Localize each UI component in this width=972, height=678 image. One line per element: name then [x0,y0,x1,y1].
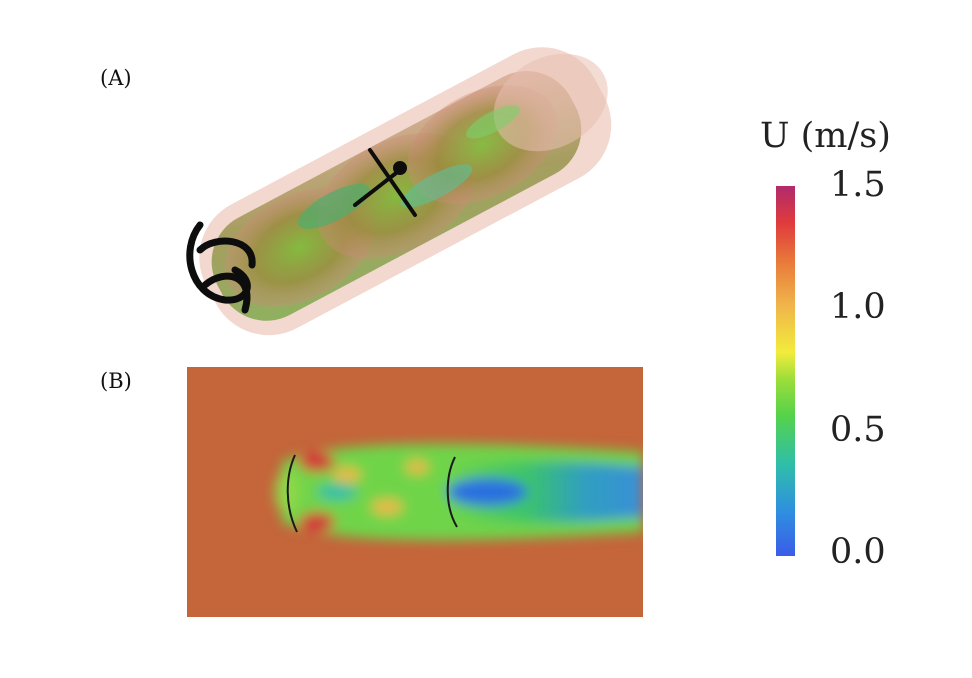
colorbar-title: U (m/s) [760,116,891,156]
wake-envelope [199,47,612,336]
colorbar [776,186,795,556]
colorbar-tick: 1.5 [830,165,886,205]
panel-a-label: (A) [100,66,132,90]
downstream-turbine [353,148,417,217]
colorbar-tick: 1.0 [830,287,886,327]
wake-region [275,443,643,541]
velocity-field-slice [187,367,643,617]
panel-b-label: (B) [100,369,132,393]
upstream-turbine [186,221,256,314]
turbine-rotor-1 [286,454,298,533]
turbine-rotor-2 [446,456,458,528]
colorbar-tick: 0.5 [830,410,886,450]
colorbar-tick: 0.0 [830,532,886,572]
wake-3d-render [186,47,612,336]
